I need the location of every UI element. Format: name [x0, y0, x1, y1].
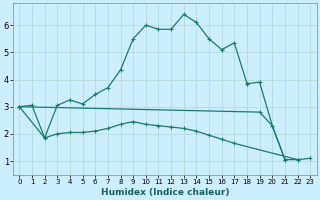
X-axis label: Humidex (Indice chaleur): Humidex (Indice chaleur) [100, 188, 229, 197]
